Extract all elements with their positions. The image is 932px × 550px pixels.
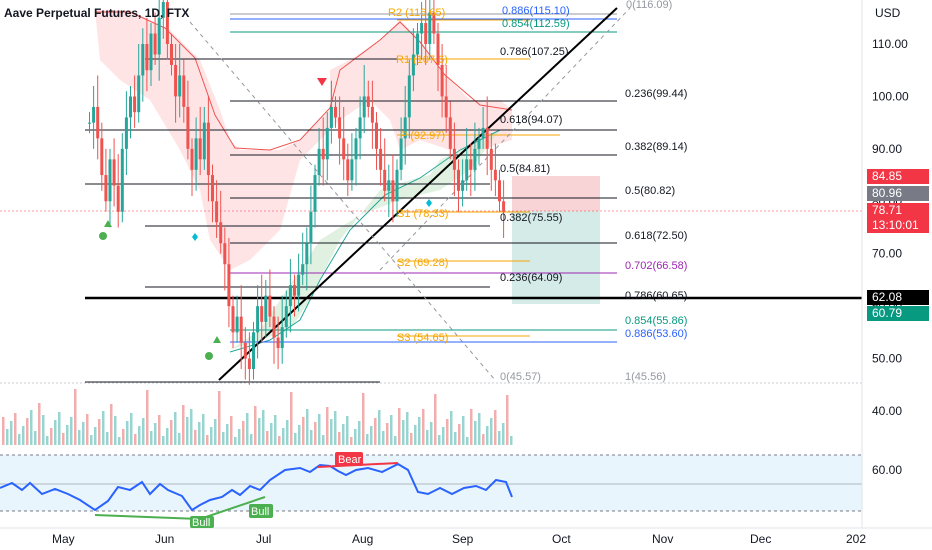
sell-arrow-icon [317,78,327,86]
fib-label: 0.854(55.86) [625,315,687,327]
fib-label: 0.618(94.07) [500,114,562,126]
fib-label: 0(45.57) [500,371,541,383]
month-tick: Oct [552,532,571,546]
pivot-label: S1 (78.33) [397,208,448,220]
pivot-label: P (92.97) [400,130,445,142]
diamond-icon [192,233,198,241]
bear-cloud [95,10,512,270]
drawing-labels: 0(116.09) 0.786(107.25) 0.618(94.07) 0.5(84… [190,0,687,529]
fib-label: 0.886(53.60) [625,328,687,340]
bull-label: Bull [192,517,210,529]
candlesticks [88,0,506,385]
chart-title: Aave Perpetual Futures, 1D, FTX [4,6,190,20]
fib-label: 0.786(107.25) [500,46,569,58]
price-tag-last: 78.71 13:10:01 [867,203,929,233]
rsi-tick: 60.00 [872,463,902,477]
price-tick: 90.00 [872,142,902,156]
currency-label: USD [875,6,901,20]
pivot-label: R2 (116.65) [388,7,445,19]
month-tick: 202 [846,532,866,546]
month-tick: Dec [750,532,771,546]
countdown: 13:10:01 [872,218,919,232]
month-tick: Sep [452,532,474,546]
price-tick: 100.00 [872,89,909,103]
bull-label: Bull [251,506,269,518]
fib-label: 1(45.56) [625,371,666,383]
last-price: 78.71 [872,203,903,217]
price-tick: 40.00 [872,404,902,418]
month-tick: Aug [352,532,373,546]
price-tag-fib: 80.96 [867,186,929,201]
fib-label: 0.854(112.59) [502,18,570,30]
price-tick: 50.00 [872,352,902,366]
fib-label: 0.5(84.81) [500,163,550,175]
fib-label: 0.236(99.44) [625,88,687,100]
bear-label: Bear [338,454,362,466]
month-tick: May [52,532,75,546]
volume-bars [2,389,513,445]
fib-label: 0.786(60.65) [625,290,687,302]
fib-label: 0.618(72.50) [625,230,687,242]
buy-arrow-icon [104,220,112,227]
signal-dot [205,352,213,360]
position-target-zone[interactable] [512,211,600,304]
price-tick: 110.00 [872,37,908,51]
signal-markers [99,78,432,360]
pivot-label: R1 (107.6) [396,54,448,66]
price-tag-high: 84.85 [867,169,929,184]
rsi-band [0,455,862,511]
price-tag-line: 62.08 [867,290,929,305]
price-tick: 70.00 [872,247,902,261]
fib-label: 0.236(64.09) [500,272,562,284]
fib-label: 0.382(75.55) [500,212,562,224]
pivot-label: S3 (54.65) [397,332,448,344]
fib-label: 0.886(115.10) [502,5,570,17]
time-axis[interactable]: May Jun Jul Aug Sep Oct Nov Dec 202 [52,532,866,546]
fib-label: 0(116.09) [626,0,672,11]
diamond-icon [426,199,432,207]
position-stop-zone[interactable] [512,176,600,211]
buy-arrow-icon [213,336,221,343]
month-tick: Jun [155,532,174,546]
rsi-line [0,462,513,512]
fib-diagonal-down[interactable] [189,21,496,381]
month-tick: Jul [256,532,271,546]
fib-label: 0.702(66.58) [625,260,687,272]
pivot-label: S2 (69.28) [397,257,448,269]
fib-label: 0.5(80.82) [625,185,675,197]
signal-dot [99,232,107,240]
fib-lines [0,13,862,384]
month-tick: Nov [652,532,673,546]
price-tag-target: 60.79 [867,306,929,321]
fib-label: 0.382(89.14) [625,141,687,153]
